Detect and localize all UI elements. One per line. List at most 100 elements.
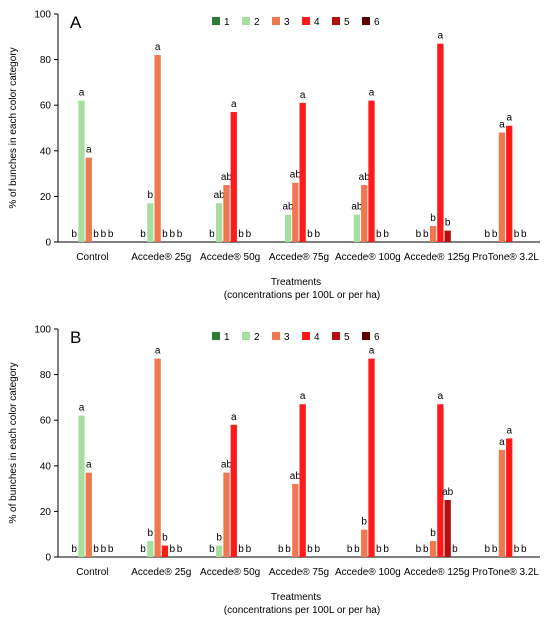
bar-significance-label: b <box>108 544 114 555</box>
bar-significance-label: b <box>492 544 498 555</box>
bar-series-3 <box>361 529 368 557</box>
bar-significance-label: b <box>209 229 215 240</box>
bar-significance-label: b <box>423 229 429 240</box>
bar-significance-label: a <box>155 346 161 357</box>
bar-significance-label: b <box>169 229 175 240</box>
bar-significance-label: a <box>86 145 92 156</box>
legend-swatch <box>242 17 250 25</box>
bar-series-5 <box>444 500 451 557</box>
bar-significance-label: b <box>430 528 436 539</box>
bar-series-4 <box>299 102 306 242</box>
bar-series-4 <box>299 404 306 557</box>
legend-label: 4 <box>314 17 320 28</box>
bar-significance-label: b <box>383 544 389 555</box>
bar-significance-label: a <box>506 113 512 124</box>
bar-series-3 <box>361 185 368 242</box>
legend-swatch <box>272 332 280 340</box>
legend-label: 3 <box>284 332 290 343</box>
legend-swatch <box>212 17 220 25</box>
bar-significance-label: b <box>314 544 320 555</box>
bar-significance-label: b <box>485 229 491 240</box>
y-tick-label: 40 <box>40 146 52 157</box>
bar-significance-label: a <box>499 120 505 131</box>
y-tick-label: 80 <box>40 370 52 381</box>
legend-label: 6 <box>374 332 380 343</box>
bar-significance-label: b <box>238 544 244 555</box>
bar-significance-label: b <box>492 229 498 240</box>
bar-series-3 <box>154 55 161 242</box>
y-axis-title: % of bunches in each color category <box>8 47 19 208</box>
bar-significance-label: a <box>300 90 306 101</box>
bar-significance-label: b <box>71 229 77 240</box>
x-category-label: Accede® 25g <box>131 252 191 263</box>
bar-series-3 <box>292 182 299 242</box>
bar-significance-label: b <box>376 229 382 240</box>
bar-significance-label: a <box>231 412 237 423</box>
x-axis-subtitle: (concentrations per 100L or per ha) <box>224 605 380 616</box>
bar-significance-label: a <box>499 437 505 448</box>
bar-significance-label: b <box>209 544 215 555</box>
legend-swatch <box>212 332 220 340</box>
y-tick-label: 0 <box>45 238 51 249</box>
bar-significance-label: ab <box>442 487 454 498</box>
bar-significance-label: b <box>140 544 146 555</box>
x-category-label: Accede® 125g <box>404 252 470 263</box>
legend-label: 5 <box>344 17 350 28</box>
legend-label: 6 <box>374 17 380 28</box>
bar-significance-label: b <box>216 533 222 544</box>
y-tick-label: 60 <box>40 101 52 112</box>
x-category-label: Accede® 25g <box>131 567 191 578</box>
bar-significance-label: b <box>307 544 313 555</box>
bar-significance-label: b <box>148 190 154 201</box>
y-tick-label: 100 <box>34 325 51 336</box>
bar-series-2 <box>216 545 223 557</box>
bar-significance-label: b <box>521 544 527 555</box>
bar-significance-label: b <box>514 544 520 555</box>
bar-significance-label: b <box>140 229 146 240</box>
bar-significance-label: b <box>177 229 183 240</box>
bar-significance-label: a <box>79 403 85 414</box>
bar-significance-label: b <box>430 213 436 224</box>
x-category-label: Accede® 75g <box>269 567 329 578</box>
legend-label: 5 <box>344 332 350 343</box>
bar-significance-label: ab <box>221 460 233 471</box>
legend-swatch <box>332 17 340 25</box>
bar-series-3 <box>154 358 161 557</box>
bar-series-4 <box>161 545 169 557</box>
bar-significance-label: ab <box>214 190 226 201</box>
legend-swatch <box>362 17 370 25</box>
bar-significance-label: b <box>347 544 353 555</box>
chart-panel-b: 0 20 40 60 80 100 b a a b b b Control b b a b b b Accede® 2… <box>0 315 550 630</box>
bar-significance-label: a <box>231 99 237 110</box>
bar-significance-label: b <box>162 229 168 240</box>
bar-series-3 <box>85 472 92 557</box>
bar-series-2 <box>78 100 85 242</box>
bar-significance-label: b <box>354 544 360 555</box>
bar-significance-label: b <box>416 229 422 240</box>
legend-label: 3 <box>284 17 290 28</box>
bar-significance-label: ab <box>351 202 363 213</box>
legend-label: 2 <box>254 332 260 343</box>
bar-significance-label: a <box>369 88 375 99</box>
legend-swatch <box>332 332 340 340</box>
bar-significance-label: b <box>246 229 252 240</box>
bar-significance-label: ab <box>290 471 302 482</box>
bar-series-2 <box>78 415 85 557</box>
bar-significance-label: b <box>93 229 99 240</box>
x-category-label: Accede® 50g <box>200 567 260 578</box>
bar-series-4 <box>506 438 513 557</box>
legend-label: 2 <box>254 17 260 28</box>
bar-significance-label: b <box>246 544 252 555</box>
legend-label: 4 <box>314 332 320 343</box>
bar-series-2 <box>147 203 154 242</box>
bar-significance-label: a <box>300 391 306 402</box>
bar-significance-label: a <box>79 88 85 99</box>
bar-significance-label: ab <box>221 172 233 183</box>
bar-series-3 <box>292 484 299 557</box>
x-category-label: ProTone® 3.2L <box>472 252 539 263</box>
bar-series-2 <box>216 203 223 242</box>
x-category-label: Accede® 100g <box>335 567 401 578</box>
